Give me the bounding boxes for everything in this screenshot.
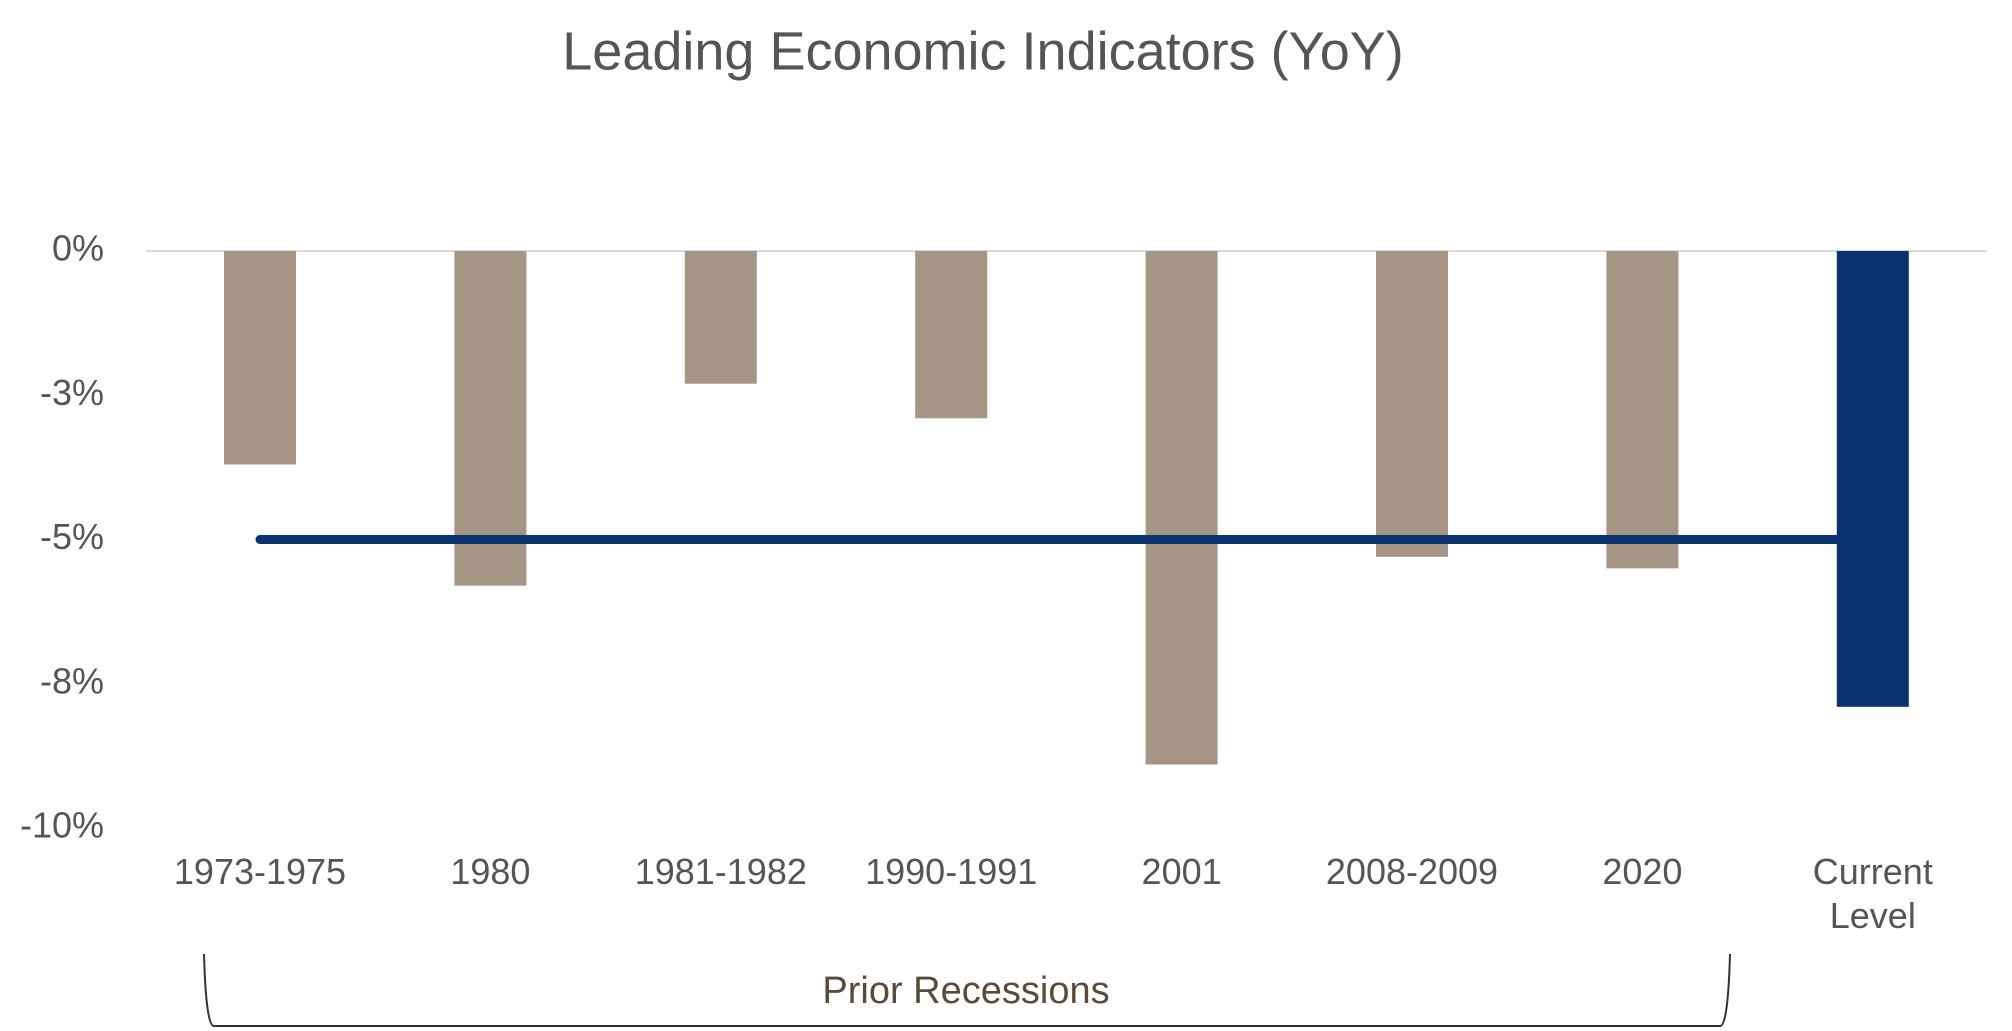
x-tick-label: Current Level [1812,851,1933,936]
x-tick-label: 1980 [450,851,531,892]
chart-title: Leading Economic Indicators (YoY) [562,21,1403,81]
y-tick-label: -10% [20,805,104,846]
x-tick-label: 2020 [1602,851,1683,892]
annotation: Prior Recessions [822,970,1109,1012]
x-tick-label: 2001 [1141,851,1222,892]
bar [1376,251,1448,557]
bracket [203,953,1731,1027]
bar [454,251,527,586]
x-tick-label: 1973-1975 [173,851,347,892]
bar [224,251,296,465]
x-tick-label: 2008-2009 [1325,851,1499,892]
bar [1836,251,1909,707]
y-tick-label: -8% [40,660,104,701]
bar [915,251,988,419]
y-tick-label: -5% [40,516,104,557]
y-tick-label: 0% [52,228,104,269]
x-tick-label: 1990-1991 [865,851,1038,892]
bar [1606,251,1679,569]
y-tick-label: -3% [40,372,104,413]
x-tick-label: 1981-1982 [634,851,807,892]
bar [684,251,757,384]
bar [1145,251,1218,765]
